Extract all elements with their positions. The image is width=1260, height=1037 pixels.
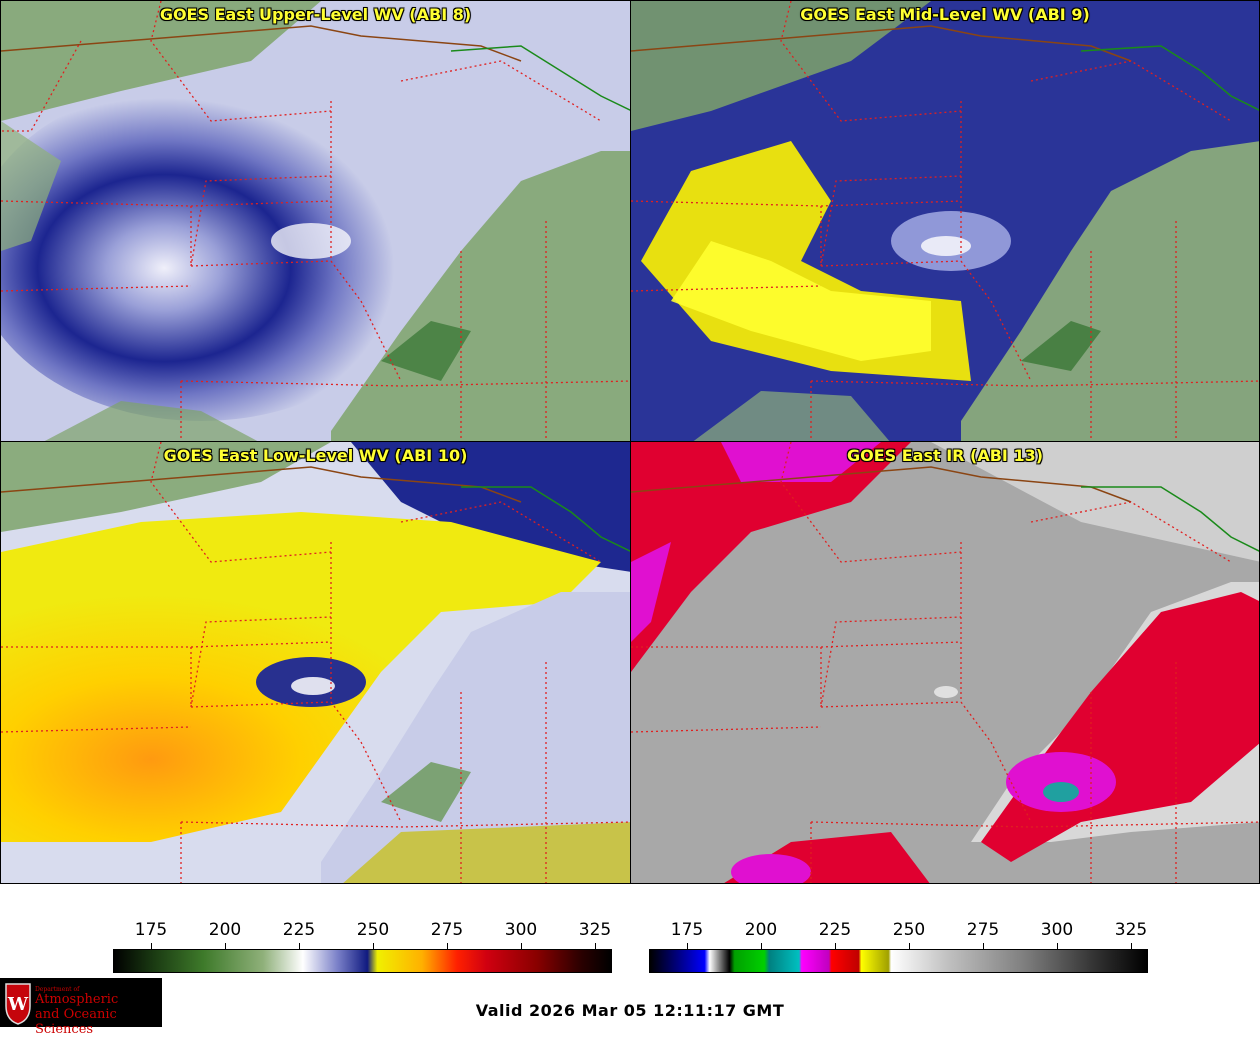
panel-title-upper-level-wv: GOES East Upper-Level WV (ABI 8) [159,5,472,24]
valid-time: Valid 2026 Mar 05 12:11:17 GMT [475,1001,785,1020]
ir-tick-label: 175 [670,920,704,940]
wv-colorbar [113,949,612,973]
panel-ir: GOES East IR (ABI 13) [630,441,1260,884]
ir-image [631,442,1259,883]
low-level-wv-image [1,442,630,883]
logo-crest-letter: W [7,994,29,1015]
wv-tick-label: 175 [134,920,168,940]
panel-mid-level-wv: GOES East Mid-Level WV (ABI 9) [630,0,1260,442]
ir-tick-label: 200 [744,920,778,940]
ir-tick-label: 250 [892,920,926,940]
ir-tick-label: 325 [1114,920,1148,940]
ir-tick-label: 275 [966,920,1000,940]
ir-tick-label: 300 [1040,920,1074,940]
wv-tick-label: 225 [282,920,316,940]
wv-tick-label: 325 [578,920,612,940]
logo-dept-text: Department of [35,986,80,993]
wv-tick-label: 250 [356,920,390,940]
wv-tick-label: 200 [208,920,242,940]
upper-level-wv-image [1,1,630,441]
ir-tick-label: 225 [818,920,852,940]
panel-upper-level-wv: GOES East Upper-Level WV (ABI 8) [0,0,631,442]
ir-colorbar [649,949,1148,973]
wv-tick-label: 300 [504,920,538,940]
panel-title-ir: GOES East IR (ABI 13) [846,446,1044,465]
panel-title-mid-level-wv: GOES East Mid-Level WV (ABI 9) [800,5,1090,24]
logo-line1: Atmospheric [35,992,119,1007]
panel-low-level-wv: GOES East Low-Level WV (ABI 10) [0,441,631,884]
panel-title-low-level-wv: GOES East Low-Level WV (ABI 10) [163,446,468,465]
uw-crest-icon: W [5,983,31,1025]
wv-tick-label: 275 [430,920,464,940]
mid-level-wv-image [631,1,1259,441]
